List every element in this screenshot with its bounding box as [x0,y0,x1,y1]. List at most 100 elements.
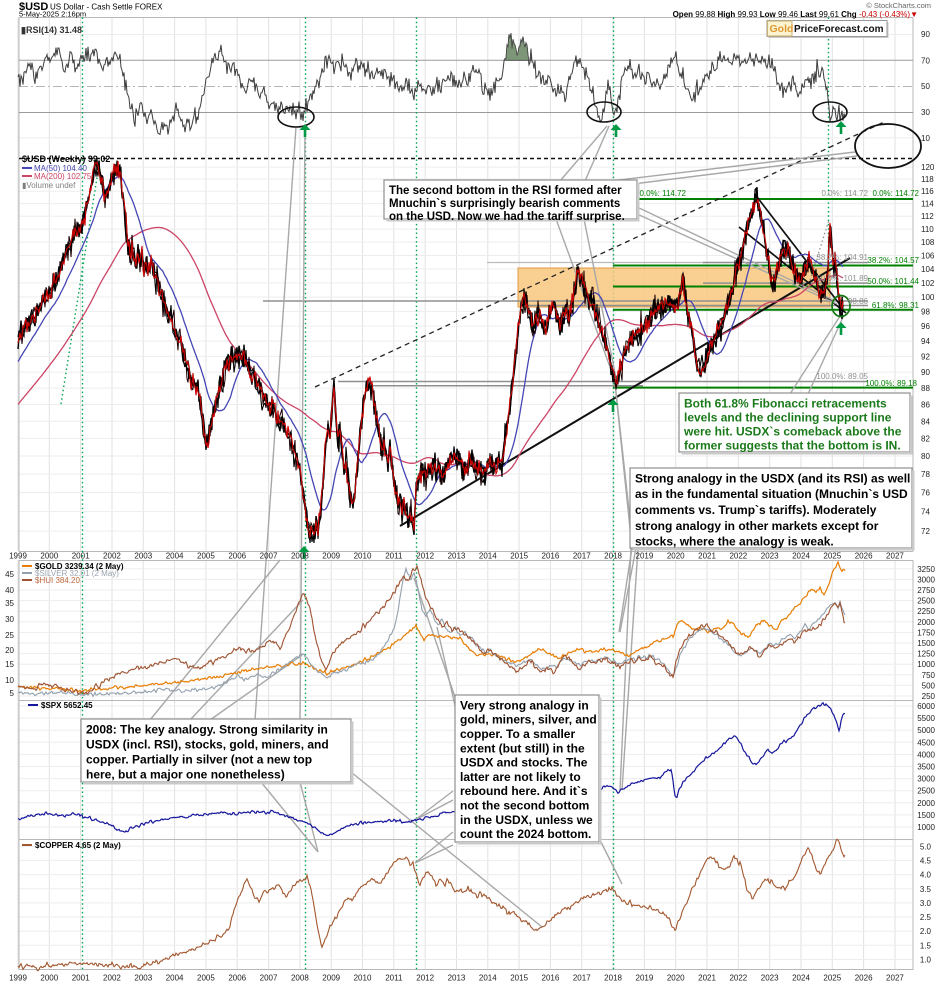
svg-text:250: 250 [922,692,936,701]
svg-text:2010: 2010 [354,552,372,561]
svg-text:2008: 2008 [291,974,309,983]
svg-text:70: 70 [921,56,930,65]
svg-text:3000: 3000 [917,575,935,584]
svg-text:2022: 2022 [729,552,747,561]
svg-text:Mnuchin`s surprisingly bearish: Mnuchin`s surprisingly bearish comments [389,198,620,210]
svg-text:2019: 2019 [636,974,654,983]
svg-text:1500: 1500 [917,811,935,820]
svg-text:MA(50) 104.40: MA(50) 104.40 [34,164,87,173]
svg-text:0.0%: 114.72: 0.0%: 114.72 [872,189,919,198]
svg-text:112: 112 [921,212,934,221]
svg-text:72: 72 [921,527,930,536]
svg-text:2016: 2016 [542,974,560,983]
svg-text:2024: 2024 [792,552,810,561]
svg-text:98: 98 [921,307,930,316]
svg-text:5500: 5500 [917,714,935,723]
svg-text:30: 30 [5,615,14,624]
svg-text:2008: The key analogy. Strong: 2008: The key analogy. Strong similarity… [86,722,328,736]
svg-text:rebound here. And it`s: rebound here. And it`s [460,784,588,798]
svg-text:4000: 4000 [917,750,935,759]
svg-text:108: 108 [921,238,935,247]
svg-text:1999: 1999 [9,552,27,561]
svg-text:Strong analogy in the USDX (an: Strong analogy in the USDX (and its RSI)… [635,471,910,485]
svg-text:2010: 2010 [354,974,372,983]
svg-text:2016: 2016 [542,552,560,561]
svg-text:2007: 2007 [260,974,278,983]
svg-text:1000: 1000 [917,660,935,669]
svg-text:20: 20 [5,646,14,655]
svg-text:61.8%: 98.31: 61.8%: 98.31 [872,301,920,310]
svg-text:2027: 2027 [886,552,904,561]
svg-text:78: 78 [921,470,930,479]
svg-text:1999: 1999 [9,974,27,983]
svg-text:38.2%: 104.57: 38.2%: 104.57 [867,256,919,265]
svg-text:2750: 2750 [917,586,935,595]
svg-text:$COPPER 4.65 (2 May): $COPPER 4.65 (2 May) [35,841,121,850]
svg-text:80: 80 [921,452,930,461]
svg-text:3500: 3500 [917,763,935,772]
svg-text:94: 94 [921,337,930,346]
svg-text:5.0: 5.0 [920,842,932,851]
svg-text:102: 102 [921,279,935,288]
svg-text:76: 76 [921,489,930,498]
svg-text:2025: 2025 [823,552,841,561]
svg-text:2006: 2006 [228,552,246,561]
svg-text:PriceForecast.com: PriceForecast.com [794,24,884,35]
svg-text:as in the fundamental situatio: as in the fundamental situation (Mnuchin… [635,487,908,501]
svg-text:copper. Partially in silver (n: copper. Partially in silver (not a new t… [86,752,312,766]
svg-text:2022: 2022 [729,974,747,983]
svg-text:2012: 2012 [416,974,434,983]
svg-text:15: 15 [5,660,14,669]
svg-text:$GOLD 3239.34 (2 May): $GOLD 3239.34 (2 May) [35,562,124,571]
svg-text:104: 104 [921,265,935,274]
svg-text:2025: 2025 [823,974,841,983]
svg-text:2026: 2026 [855,552,873,561]
svg-text:2013: 2013 [448,974,466,983]
svg-text:2009: 2009 [322,974,340,983]
svg-text:comments vs. Trump`s tariffs).: comments vs. Trump`s tariffs). Moderatel… [635,503,877,517]
svg-text:Very strong analogy in: Very strong analogy in [460,698,589,712]
svg-text:$SILVER 32.01 (2 May): $SILVER 32.01 (2 May) [35,569,119,578]
svg-text:2004: 2004 [166,552,184,561]
svg-text:levels and the declining suppo: levels and the declining support line [684,410,892,424]
svg-text:2.0: 2.0 [920,927,932,936]
svg-text:2015: 2015 [510,974,528,983]
svg-text:2500: 2500 [917,787,935,796]
svg-text:2003: 2003 [134,974,152,983]
svg-text:118: 118 [921,175,934,184]
svg-text:100: 100 [921,293,935,302]
svg-text:MA(200) 102.75: MA(200) 102.75 [34,172,92,181]
svg-text:2008: 2008 [291,552,309,561]
svg-text:10: 10 [921,134,930,143]
svg-text:2007: 2007 [260,552,278,561]
svg-text:2020: 2020 [667,974,685,983]
svg-text:2001: 2001 [72,552,90,561]
svg-text:2002: 2002 [103,552,121,561]
svg-text:2018: 2018 [604,552,622,561]
svg-text:38.2%: 104.91: 38.2%: 104.91 [816,253,868,262]
svg-text:count the 2024 bottom.: count the 2024 bottom. [460,827,591,841]
svg-text:2005: 2005 [197,552,215,561]
svg-text:4.0: 4.0 [920,871,932,880]
svg-text:on the USD. Now we had the tar: on the USD. Now we had the tariff surpri… [389,211,625,223]
svg-text:2026: 2026 [855,974,873,983]
svg-text:50.0%: 101.89: 50.0%: 101.89 [816,274,868,283]
svg-text:4500: 4500 [917,738,935,747]
svg-text:2023: 2023 [761,552,779,561]
svg-text:25: 25 [5,631,14,640]
svg-text:US Dollar - Cash Settle FOREX: US Dollar - Cash Settle FOREX [50,3,163,12]
svg-text:98.86: 98.86 [848,297,869,306]
svg-text:2017: 2017 [573,552,591,561]
svg-text:2014: 2014 [479,552,497,561]
svg-text:1750: 1750 [917,628,935,637]
svg-text:2002: 2002 [103,974,121,983]
svg-text:30: 30 [921,108,930,117]
svg-text:2027: 2027 [886,974,904,983]
svg-text:2011: 2011 [385,552,403,561]
svg-text:2023: 2023 [761,974,779,983]
svg-text:2004: 2004 [166,974,184,983]
svg-text:1.5: 1.5 [920,941,932,950]
svg-text:2021: 2021 [698,552,716,561]
svg-text:5000: 5000 [917,726,935,735]
svg-text:50.0%: 101.44: 50.0%: 101.44 [867,277,919,286]
